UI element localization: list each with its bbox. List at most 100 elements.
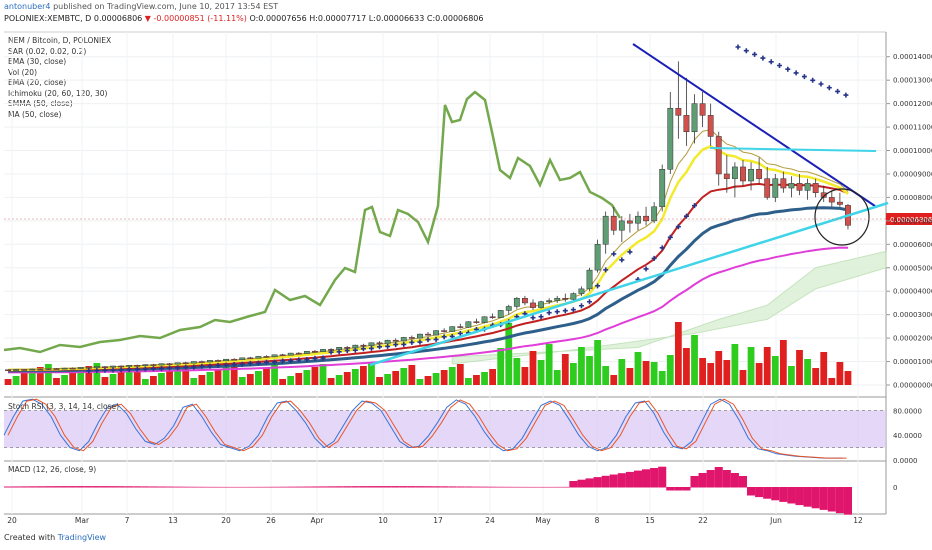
sar-marker [810, 77, 816, 83]
highlight-circle [814, 188, 870, 246]
sar-marker [843, 92, 849, 98]
volume-bar [101, 377, 109, 385]
candle-body [748, 169, 754, 182]
macd-bar [108, 486, 118, 488]
macd-bar [351, 486, 360, 488]
macd-bar [464, 486, 473, 488]
legend-item[interactable]: EMA (30, close) [8, 57, 67, 66]
author-link[interactable]: antonuber4 [4, 2, 51, 11]
sar-marker [826, 85, 832, 91]
volume-bar [674, 322, 682, 385]
candle-body [166, 363, 173, 365]
volume-bar [779, 340, 787, 385]
sar-marker [199, 363, 205, 369]
macd-bar [197, 486, 206, 488]
macd-bar [343, 486, 352, 488]
legend-item[interactable]: Vol (20) [8, 67, 38, 77]
tradingview-logo[interactable]: TradingView [57, 533, 107, 542]
stoch-rsi-label[interactable]: Stoch RSI (3, 3, 14, 14, close) [8, 402, 119, 411]
macd-bar [310, 486, 319, 488]
macd-bar [367, 486, 376, 488]
candle-body [683, 115, 690, 133]
legend-item[interactable]: Ichimoku (20, 60, 120, 30) [8, 88, 108, 98]
macd-label[interactable]: MACD (12, 26, close, 9) [8, 465, 97, 474]
legend-item[interactable]: EMA (20, close) [8, 78, 67, 87]
sar-marker [793, 70, 799, 76]
candle-body [303, 350, 310, 354]
candle-body [287, 352, 294, 356]
y-tick-label: 0.00014000 [893, 53, 932, 61]
volume-bar [642, 361, 650, 385]
volume-bar [182, 364, 190, 385]
macd-bar [157, 486, 166, 488]
volume-bar [788, 366, 795, 385]
sar-marker [368, 345, 374, 351]
macd-bar [375, 486, 384, 488]
volume-bar [20, 373, 28, 385]
volume-bar [561, 354, 569, 385]
volume-bar [569, 363, 577, 385]
macd-bar [76, 486, 85, 488]
macd-bar [553, 486, 562, 488]
volume-bar [844, 371, 852, 385]
macd-bar [520, 486, 529, 488]
macd-bar [682, 487, 691, 491]
volume-bar [141, 379, 149, 385]
y-tick-label: 0.00013000 [893, 77, 932, 85]
sar-marker [651, 255, 657, 261]
macd-bar [690, 476, 699, 488]
volume-bar [432, 373, 440, 385]
macd-bar [561, 486, 570, 488]
volume-bar [271, 365, 278, 385]
candle-body [513, 297, 520, 307]
legend-item[interactable]: SAR (0.02, 0.02, 0.2) [8, 46, 87, 56]
macd-bar [294, 486, 303, 488]
sar-marker [142, 366, 148, 372]
volume-bar [804, 359, 811, 385]
candle-body [562, 297, 569, 300]
macd-bar [617, 473, 626, 488]
volume-bar [158, 373, 165, 385]
x-tick-label: 10 [378, 516, 388, 525]
volume-bar [715, 351, 723, 385]
legend-item[interactable]: MA (50, close) [8, 109, 62, 119]
candle-body [715, 136, 722, 175]
volume-bar [666, 355, 674, 385]
macd-bar [771, 487, 780, 501]
sar-marker [595, 283, 601, 289]
sar-marker [587, 299, 593, 305]
sar-marker [627, 249, 633, 255]
sar-marker [158, 365, 164, 371]
sar-marker [457, 330, 463, 336]
volume-bar [77, 369, 85, 385]
volume-bar [699, 358, 706, 385]
sar-marker [102, 367, 108, 373]
last-price-badge [886, 213, 932, 225]
macd-bar [391, 486, 400, 488]
macd-bar [149, 486, 158, 488]
macd-bar [117, 486, 126, 488]
sar-marker [263, 359, 269, 365]
volume-bar [392, 371, 400, 385]
legend-item[interactable]: NEM / Bitcoin, D, POLONIEX [8, 36, 112, 45]
candle-body [788, 183, 795, 189]
candle-body [723, 173, 730, 179]
candle-body [384, 339, 391, 344]
candle-body [505, 306, 512, 311]
sar-marker [409, 339, 415, 345]
volume-bar [424, 376, 432, 385]
y-tick-label: 0.00004000 [893, 288, 932, 296]
y-tick-label: 0.00012000 [893, 100, 932, 108]
macd-bar [577, 479, 586, 488]
macd-bar [238, 486, 247, 488]
candle-body [780, 178, 787, 189]
volume-bar [408, 365, 416, 385]
macd-bar [722, 470, 731, 488]
x-tick-label: 12 [853, 516, 863, 525]
candle-body [21, 369, 28, 371]
macd-bar [650, 468, 659, 488]
sar-marker [675, 224, 681, 230]
stoch-tick-label: 80.0000 [893, 407, 922, 415]
macd-bar [92, 486, 101, 488]
